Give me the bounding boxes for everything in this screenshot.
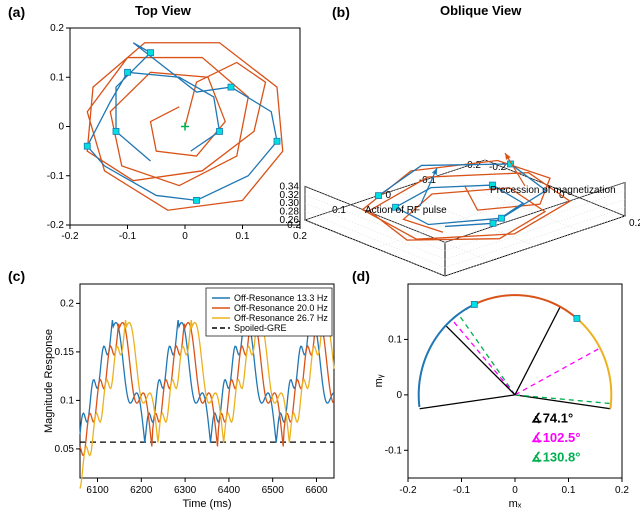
svg-text:Precession of magnetization: Precession of magnetization <box>490 185 616 196</box>
svg-text:0.2: 0.2 <box>629 218 640 229</box>
panel-c-chart: 6100 6200 6300 6400 6500 6600 0.05 0.1 0.15 0.2 Ti… <box>40 278 340 510</box>
svg-text:0.1: 0.1 <box>236 231 250 242</box>
svg-text:0: 0 <box>396 390 402 401</box>
svg-text:mₓ: mₓ <box>509 498 522 510</box>
svg-text:-0.1: -0.1 <box>453 485 471 496</box>
svg-text:∡74.1°: ∡74.1° <box>531 411 573 426</box>
svg-text:0.1: 0.1 <box>50 72 64 83</box>
title-top-view: Top View <box>135 3 191 18</box>
svg-text:6100: 6100 <box>86 485 109 496</box>
svg-text:∡130.8°: ∡130.8° <box>531 449 580 464</box>
svg-text:0.2: 0.2 <box>50 23 64 34</box>
svg-text:Magnitude Response: Magnitude Response <box>43 329 55 433</box>
svg-text:6300: 6300 <box>174 485 197 496</box>
svg-text:Off-Resonance 13.3 Hz: Off-Resonance 13.3 Hz <box>234 293 328 303</box>
svg-text:6200: 6200 <box>130 485 153 496</box>
svg-text:-0.1: -0.1 <box>47 171 65 182</box>
svg-text:0.34: 0.34 <box>280 181 300 192</box>
svg-text:0.1: 0.1 <box>562 485 576 496</box>
svg-text:-0.1: -0.1 <box>119 231 137 242</box>
svg-text:Spoiled-GRE: Spoiled-GRE <box>234 323 287 333</box>
panel-d-chart: -0.2 -0.1 0 0.1 0.2 -0.1 0 0.1 mₓ mᵧ ∡74.1° ∡102.5°… <box>370 278 630 510</box>
panel-a-chart: -0.2-0.2-0.1-0.1000.10.10.20.2 <box>40 20 310 250</box>
panel-a-label: (a) <box>8 4 25 20</box>
svg-text:0.2: 0.2 <box>293 231 307 242</box>
svg-text:0: 0 <box>512 485 518 496</box>
title-oblique-view: Oblique View <box>440 3 521 18</box>
svg-text:Action of RF pulse: Action of RF pulse <box>365 205 447 216</box>
svg-text:0: 0 <box>58 122 64 133</box>
svg-text:0.1: 0.1 <box>60 395 74 406</box>
svg-text:-0.2: -0.2 <box>61 231 79 242</box>
svg-text:-0.2: -0.2 <box>399 485 417 496</box>
svg-text:-0.2: -0.2 <box>47 220 65 231</box>
svg-text:0.1: 0.1 <box>388 334 402 345</box>
svg-text:Off-Resonance 26.7 Hz: Off-Resonance 26.7 Hz <box>234 313 328 323</box>
svg-text:6400: 6400 <box>218 485 241 496</box>
svg-text:0: 0 <box>182 231 188 242</box>
svg-text:Time (ms): Time (ms) <box>182 498 231 510</box>
svg-text:mᵧ: mᵧ <box>373 374 385 387</box>
svg-text:Off-Resonance 20.0 Hz: Off-Resonance 20.0 Hz <box>234 303 328 313</box>
svg-text:6600: 6600 <box>305 485 328 496</box>
svg-text:-0.2: -0.2 <box>464 160 482 171</box>
svg-text:-0.1: -0.1 <box>385 445 403 456</box>
svg-text:0.1: 0.1 <box>332 205 346 216</box>
svg-text:0.15: 0.15 <box>55 347 75 358</box>
panel-b-chart: 0.260.280.300.320.34-0.2-0.100.10.2-0.20… <box>335 18 635 258</box>
svg-text:∡102.5°: ∡102.5° <box>531 430 580 445</box>
svg-text:0.2: 0.2 <box>60 298 74 309</box>
panel-d-label: (d) <box>352 268 370 284</box>
svg-text:6500: 6500 <box>262 485 285 496</box>
svg-text:0.2: 0.2 <box>287 220 301 231</box>
panel-c-label: (c) <box>8 268 25 284</box>
svg-text:0.05: 0.05 <box>55 444 75 455</box>
svg-text:0.2: 0.2 <box>615 485 629 496</box>
